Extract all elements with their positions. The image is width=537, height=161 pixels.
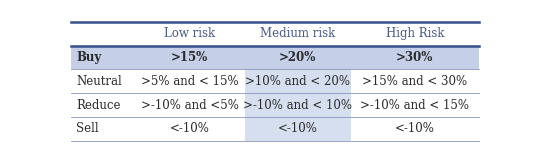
Text: >-10% and < 10%: >-10% and < 10% <box>243 99 352 112</box>
Text: >15%: >15% <box>171 51 208 64</box>
Bar <box>71 22 134 46</box>
Text: >5% and < 15%: >5% and < 15% <box>141 75 238 88</box>
Text: <-10%: <-10% <box>278 122 317 135</box>
Text: >-10% and <5%: >-10% and <5% <box>141 99 238 112</box>
Bar <box>71 93 134 117</box>
Text: >15% and < 30%: >15% and < 30% <box>362 75 468 88</box>
Text: Medium risk: Medium risk <box>260 27 335 40</box>
Bar <box>71 46 134 69</box>
Bar <box>351 117 479 141</box>
Bar <box>351 46 479 69</box>
Bar <box>134 22 245 46</box>
Text: High Risk: High Risk <box>386 27 444 40</box>
Text: >-10% and < 15%: >-10% and < 15% <box>360 99 469 112</box>
Bar <box>245 117 351 141</box>
Bar <box>351 69 479 93</box>
Bar <box>245 46 351 69</box>
Text: >20%: >20% <box>279 51 316 64</box>
Text: Sell: Sell <box>76 122 99 135</box>
Text: Low risk: Low risk <box>164 27 215 40</box>
Bar <box>134 69 245 93</box>
Text: <-10%: <-10% <box>395 122 435 135</box>
Text: <-10%: <-10% <box>170 122 209 135</box>
Text: Buy: Buy <box>76 51 101 64</box>
Text: Reduce: Reduce <box>76 99 121 112</box>
Bar <box>134 117 245 141</box>
Bar <box>134 46 245 69</box>
Bar <box>71 117 134 141</box>
Bar <box>245 69 351 93</box>
Text: >30%: >30% <box>396 51 433 64</box>
Bar <box>245 22 351 46</box>
Text: Neutral: Neutral <box>76 75 122 88</box>
Bar <box>351 22 479 46</box>
Bar <box>351 93 479 117</box>
Bar <box>134 93 245 117</box>
Text: >10% and < 20%: >10% and < 20% <box>245 75 350 88</box>
Bar <box>245 93 351 117</box>
Bar <box>71 69 134 93</box>
